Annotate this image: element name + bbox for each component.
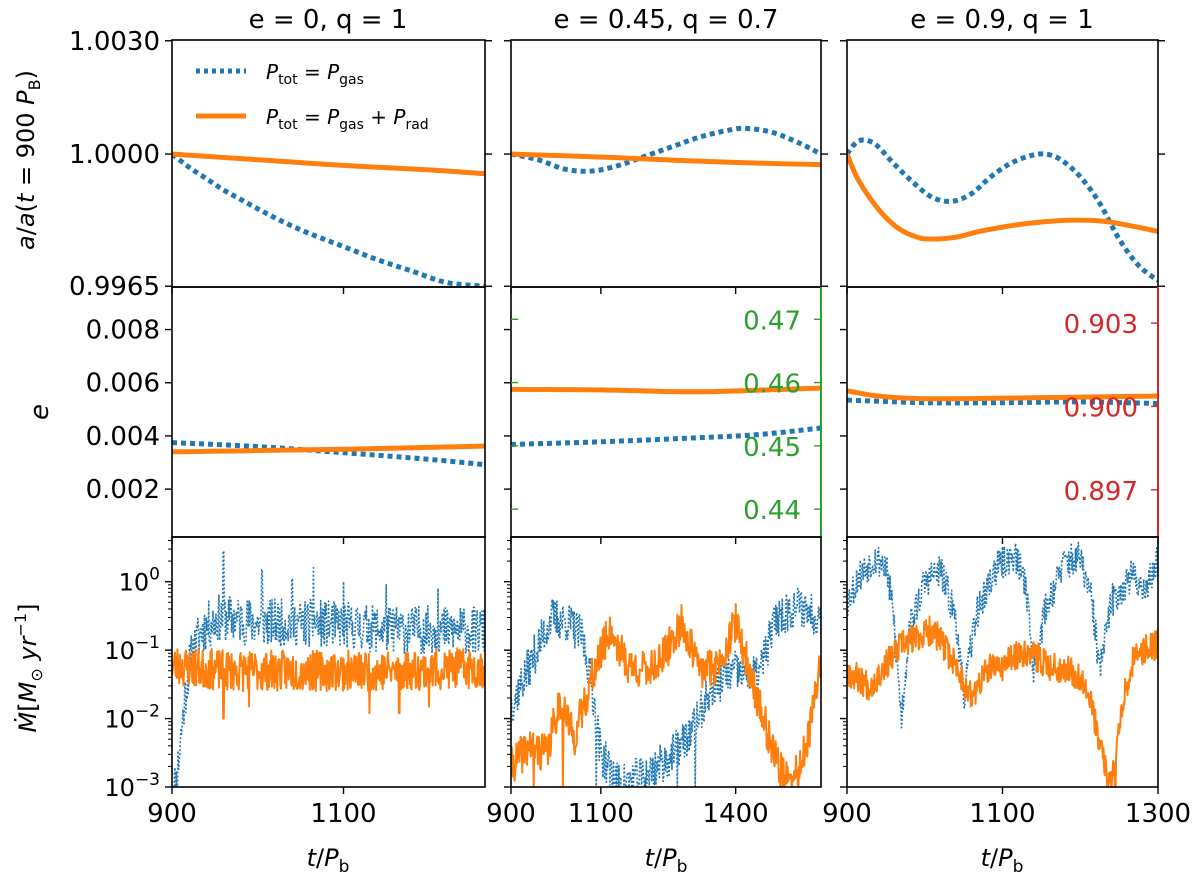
ytick-label-mdot-col0: 10−1 — [104, 633, 160, 665]
series-gas-ecc-col2 — [847, 397, 1158, 406]
panel-mdot-col0 — [172, 550, 485, 787]
panel-sma-col2 — [847, 137, 1158, 283]
ylabel-accretion-rate: Ṁ[M⊙ yr−1] — [11, 604, 46, 733]
series-gas-plus-rad-ecc-col0 — [172, 443, 485, 455]
series-gas-sma-col2 — [847, 137, 1158, 283]
panel-ecc-col0 — [172, 440, 485, 468]
series-gas-plus-rad-mdot-col0 — [172, 647, 485, 720]
series-gas-mdot-col1 — [511, 587, 821, 787]
xtick-label-mdot-col1: 900 — [486, 799, 536, 829]
series-gas-ecc-col0 — [172, 440, 485, 468]
xlabel-col2: t/Pb — [645, 844, 688, 876]
ytick-label-sma-col0: 1.0030 — [69, 27, 160, 57]
frames-layer: 0.9965 1.0000 1.0030 0.002 0.004 0.006 0.008 0.… — [69, 27, 1191, 829]
series-gas-plus-rad-ecc-col2 — [847, 388, 1158, 402]
panel-ecc-col1 — [511, 385, 821, 447]
panel-ecc-col2 — [847, 388, 1158, 406]
xtick-label-mdot-col0: 1100 — [310, 799, 376, 829]
ytick-label-mdot-col0: 10−3 — [104, 770, 160, 802]
ytick-label-mdot-col0: 10−2 — [104, 702, 160, 734]
panel-sma-col0 — [172, 151, 485, 287]
right-ytick-label-ecc-col1: 0.46 — [743, 370, 801, 400]
right-ytick-label-ecc-col2: 0.900 — [1064, 393, 1138, 423]
right-ytick-label-ecc-col1: 0.45 — [743, 433, 801, 463]
ylabel-semimajor-axis: a/a(t = 900 PB) — [12, 70, 44, 250]
plot-area-ecc-col1 — [511, 385, 821, 447]
xtick-label-mdot-col1: 1400 — [703, 799, 769, 829]
xtick-label-mdot-col2: 900 — [822, 799, 872, 829]
series-gas-sma-col0 — [172, 152, 485, 287]
series-gas-plus-rad-mdot-col1 — [511, 603, 821, 787]
xlabel-col1: t/Pb — [307, 844, 350, 876]
series-gas-plus-rad-sma-col0 — [172, 151, 485, 177]
plot-area-ecc-col0 — [172, 440, 485, 468]
right-ytick-label-ecc-col2: 0.903 — [1064, 310, 1138, 340]
plot-area-mdot-col2 — [847, 541, 1158, 787]
series-gas-mdot-col0 — [173, 550, 485, 787]
right-ytick-label-ecc-col1: 0.47 — [743, 306, 801, 336]
ytick-label-ecc-col0: 0.008 — [86, 316, 160, 346]
text-layer: e = 0, q = 1 e = 0.45, q = 0.7 e = 0.9, … — [11, 5, 1094, 876]
ytick-label-sma-col0: 1.0000 — [69, 140, 160, 170]
column-title-2: e = 0.45, q = 0.7 — [554, 5, 779, 35]
ytick-label-ecc-col0: 0.006 — [86, 369, 160, 399]
legend: Ptot = Pgas Ptot = Pgas + Prad — [196, 60, 429, 133]
frame-mdot-col0 — [171, 536, 486, 788]
ytick-label-ecc-col0: 0.002 — [86, 475, 160, 505]
frame-sma-col2 — [846, 39, 1159, 288]
xlabel-col3: t/Pb — [981, 844, 1024, 876]
xtick-label-mdot-col2: 1300 — [1125, 799, 1191, 829]
plot-area-sma-col0 — [172, 151, 485, 287]
series-gas-plus-rad-mdot-col2 — [847, 615, 1158, 787]
xtick-label-mdot-col2: 1100 — [969, 799, 1035, 829]
ytick-label-mdot-col0: 100 — [119, 565, 160, 597]
ytick-label-ecc-col0: 0.004 — [86, 422, 160, 452]
ytick-label-sma-col0: 0.9965 — [69, 272, 160, 302]
plot-area-mdot-col0 — [172, 550, 485, 787]
series-gas-plus-rad-ecc-col1 — [511, 385, 821, 395]
frame-mdot-col1 — [510, 536, 822, 788]
right-ytick-label-ecc-col2: 0.897 — [1064, 477, 1138, 507]
series-gas-plus-rad-sma-col2 — [847, 153, 1158, 242]
series-gas-mdot-col2 — [847, 541, 1158, 729]
xtick-label-mdot-col0: 900 — [147, 799, 197, 829]
right-ytick-label-ecc-col1: 0.44 — [743, 496, 801, 526]
plot-area-sma-col2 — [847, 137, 1158, 283]
plot-area-sma-col1 — [511, 125, 821, 174]
plot-area-mdot-col1 — [511, 587, 821, 787]
frame-ecc-col0 — [171, 286, 486, 538]
series-gas-plus-rad-sma-col1 — [511, 151, 821, 168]
series-gas-ecc-col1 — [511, 425, 821, 447]
legend-rad-label: Ptot = Pgas + Prad — [266, 105, 429, 133]
column-title-3: e = 0.9, q = 1 — [910, 5, 1094, 35]
plot-area-ecc-col2 — [847, 388, 1158, 406]
legend-gas-label: Ptot = Pgas — [266, 60, 364, 88]
xtick-label-mdot-col1: 1100 — [568, 799, 634, 829]
column-title-1: e = 0, q = 1 — [249, 5, 408, 35]
panel-mdot-col2 — [847, 541, 1158, 787]
series-gas-sma-col1 — [511, 125, 821, 174]
panel-sma-col1 — [511, 125, 821, 174]
ylabel-eccentricity: e — [25, 404, 55, 420]
panel-mdot-col1 — [511, 587, 821, 787]
data-layer — [172, 125, 1158, 787]
